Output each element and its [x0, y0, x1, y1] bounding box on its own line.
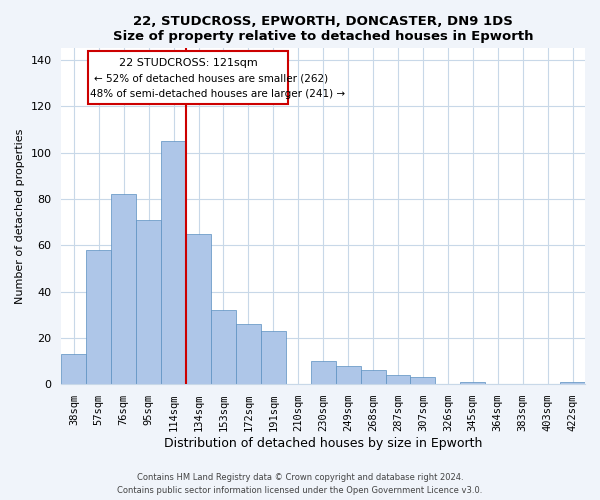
- Bar: [136, 220, 161, 384]
- Bar: [410, 378, 436, 384]
- Bar: [335, 366, 361, 384]
- Bar: [311, 361, 335, 384]
- Bar: [111, 194, 136, 384]
- Bar: [161, 141, 186, 384]
- Bar: [186, 234, 211, 384]
- Bar: [560, 382, 585, 384]
- Bar: [236, 324, 261, 384]
- Text: 48% of semi-detached houses are larger (241) →: 48% of semi-detached houses are larger (…: [90, 88, 345, 99]
- Title: 22, STUDCROSS, EPWORTH, DONCASTER, DN9 1DS
Size of property relative to detached: 22, STUDCROSS, EPWORTH, DONCASTER, DN9 1…: [113, 15, 533, 43]
- Bar: [460, 382, 485, 384]
- Bar: [361, 370, 386, 384]
- Text: ← 52% of detached houses are smaller (262): ← 52% of detached houses are smaller (26…: [94, 74, 328, 84]
- Bar: [86, 250, 111, 384]
- Y-axis label: Number of detached properties: Number of detached properties: [15, 128, 25, 304]
- Text: Contains HM Land Registry data © Crown copyright and database right 2024.
Contai: Contains HM Land Registry data © Crown c…: [118, 474, 482, 495]
- X-axis label: Distribution of detached houses by size in Epworth: Distribution of detached houses by size …: [164, 437, 482, 450]
- Bar: [211, 310, 236, 384]
- Bar: [386, 375, 410, 384]
- Bar: [261, 331, 286, 384]
- FancyBboxPatch shape: [88, 50, 288, 104]
- Bar: [61, 354, 86, 384]
- Text: 22 STUDCROSS: 121sqm: 22 STUDCROSS: 121sqm: [119, 58, 257, 68]
